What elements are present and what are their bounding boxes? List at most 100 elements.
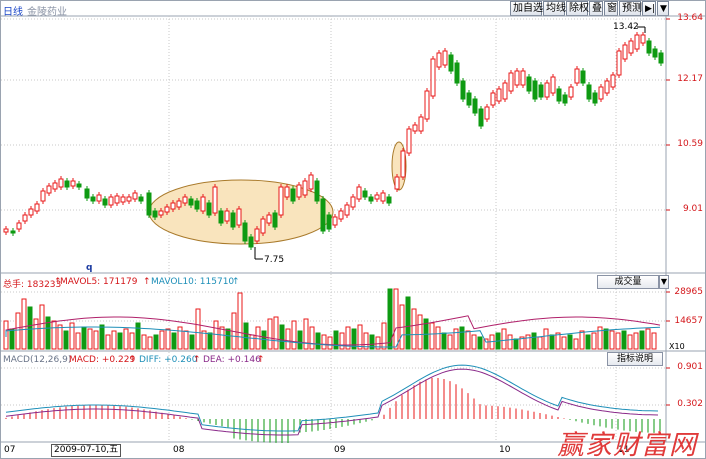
candle-body — [224, 210, 230, 222]
volume-bar — [81, 326, 87, 350]
candle-body — [114, 195, 120, 204]
volume-bar — [597, 326, 603, 350]
volume-total-label: 总手: 183233 — [3, 280, 62, 290]
candle-body — [188, 198, 194, 206]
indicator-help-button[interactable]: 指标说明 — [607, 352, 663, 366]
volume-bar — [123, 328, 129, 350]
diff-value-label: DIFF: +0.260 — [139, 355, 198, 365]
dropdown-arrow-icon[interactable]: ▼ — [659, 275, 669, 289]
macd-scale-label: 0.302 — [677, 399, 703, 409]
candle-body — [550, 76, 556, 94]
candle-body — [460, 80, 466, 100]
candle-body — [120, 196, 126, 203]
candle-body — [574, 68, 580, 84]
volume-bar — [165, 328, 171, 350]
volume-bar — [621, 330, 627, 350]
period-label[interactable]: 日线 — [3, 7, 23, 18]
low-price-annotation: 7.75 — [264, 255, 285, 265]
volume-bar — [507, 334, 513, 350]
volume-bar — [567, 334, 573, 350]
candle-body — [484, 106, 490, 120]
candle-body — [70, 180, 76, 187]
volume-bar — [195, 308, 201, 350]
volume-bar — [627, 334, 633, 350]
candle-body — [64, 180, 70, 188]
volume-bar — [39, 304, 45, 350]
candle-body — [520, 70, 526, 86]
candle-body — [212, 186, 218, 214]
volume-bar — [369, 334, 375, 350]
volume-bar — [345, 326, 351, 350]
candle-body — [206, 202, 212, 216]
x-axis-label: 11 — [618, 445, 630, 455]
volume-bar — [327, 336, 333, 350]
up-arrow-icon: ↑ — [54, 277, 62, 287]
candle-body — [556, 88, 562, 102]
volume-bar — [297, 330, 303, 350]
candle-body — [52, 182, 58, 190]
volume-bar — [429, 322, 435, 350]
volume-bars — [3, 288, 657, 350]
volume-bar — [651, 332, 657, 350]
volume-bar — [9, 328, 15, 350]
volume-bar — [279, 324, 285, 350]
candle-body — [218, 210, 224, 224]
up-arrow-icon: ↑ — [129, 355, 137, 365]
volume-bar — [291, 320, 297, 350]
volume-bar — [591, 332, 597, 350]
cursor-date-label: 2009-07-10,五 — [51, 444, 122, 457]
dea-line — [5, 368, 659, 436]
candle-body — [362, 190, 368, 198]
macd-scale-label: 0.901 — [677, 362, 703, 372]
diff-line — [5, 364, 659, 432]
candle-body — [260, 218, 266, 234]
marker-label: q — [86, 263, 93, 273]
candle-body — [526, 76, 532, 92]
volume-bar — [363, 332, 369, 350]
candle-body — [478, 108, 484, 127]
candle-body — [610, 74, 616, 88]
candle-body — [454, 62, 460, 84]
candle-body — [592, 92, 598, 104]
candle-body — [368, 196, 374, 202]
x-axis-label: 07 — [4, 445, 16, 455]
volume-bar — [87, 328, 93, 350]
candle-body — [652, 48, 658, 58]
volume-bar — [543, 328, 549, 350]
candle-body — [320, 198, 326, 232]
volume-bar — [537, 336, 543, 350]
volume-bar — [237, 292, 243, 350]
volume-bar — [255, 326, 261, 350]
x-axis-label: 09 — [334, 445, 346, 455]
price-scale-label: 9.01 — [682, 204, 703, 214]
price-scale-label: 12.17 — [677, 74, 703, 84]
volume-bar — [33, 318, 39, 350]
macd-value-label: MACD: +0.229 — [69, 355, 136, 365]
volume-bar — [513, 338, 519, 350]
candle-body — [132, 192, 138, 200]
candle-body — [508, 72, 514, 92]
candle-body — [386, 196, 392, 204]
mavol5-label: MAVOL5: 171179 — [60, 277, 138, 287]
candle-body — [412, 124, 418, 132]
candle-body — [394, 176, 400, 190]
volume-bar — [135, 322, 141, 350]
volume-scale-label: 28965 — [674, 287, 703, 297]
volume-bar — [159, 330, 165, 350]
volume-indicator-button[interactable]: 成交量 — [597, 275, 659, 289]
candle-body — [248, 236, 254, 248]
volume-bar — [387, 288, 393, 350]
volume-bar — [111, 330, 117, 350]
candle-body — [90, 196, 96, 202]
candle-body — [658, 52, 664, 64]
candle-body — [502, 82, 508, 100]
volume-bar — [579, 330, 585, 350]
volume-bar — [405, 296, 411, 350]
volume-bar — [141, 334, 147, 350]
candle-body — [16, 222, 22, 230]
volume-bar — [393, 288, 399, 350]
volume-bar — [309, 326, 315, 350]
candle-body — [40, 190, 46, 202]
